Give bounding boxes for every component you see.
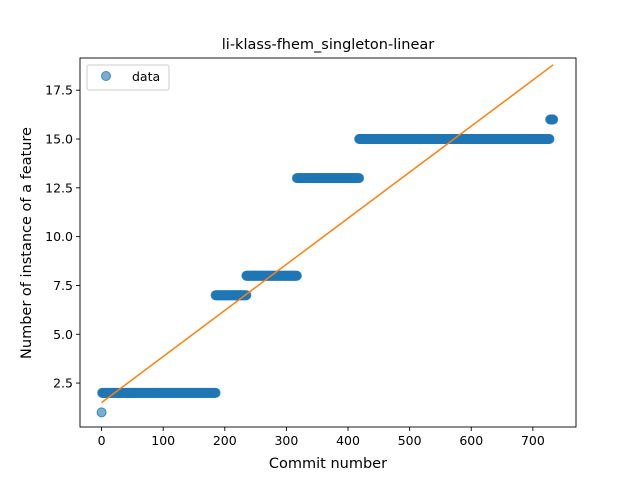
data-run-2 (241, 270, 302, 281)
legend-label-data: data (132, 69, 160, 84)
data-run-1 (210, 290, 252, 301)
x-tick-label: 300 (274, 433, 298, 448)
y-tick-label: 12.5 (45, 180, 73, 195)
data-point (291, 270, 302, 281)
x-axis-label: Commit number (269, 456, 387, 472)
data-run-5 (545, 114, 559, 125)
x-tick-label: 0 (98, 433, 106, 448)
chart-title: li-klass-fhem_singleton-linear (222, 37, 434, 53)
data-point (354, 173, 365, 184)
x-tick-label: 600 (459, 433, 483, 448)
data-point-0 (96, 407, 107, 418)
x-tick-label: 500 (398, 433, 422, 448)
data-run-0 (97, 387, 221, 398)
y-axis-label: Number of instance of a feature (19, 127, 35, 359)
y-tick-label: 10.0 (45, 229, 73, 244)
legend: data (86, 64, 170, 91)
fit-line (101, 64, 554, 404)
y-tick-label: 7.5 (53, 278, 73, 293)
x-tick-label: 400 (336, 433, 360, 448)
y-tick-label: 17.5 (45, 83, 73, 98)
data-point (544, 134, 555, 145)
data-run-4 (354, 134, 555, 145)
data-run-3 (291, 173, 365, 184)
x-tick-label: 200 (213, 433, 237, 448)
plot-data (96, 64, 559, 418)
y-tick-label: 15.0 (45, 132, 73, 147)
plot-frame (79, 57, 577, 428)
y-tick-label: 2.5 (53, 376, 73, 391)
x-tick-label: 700 (521, 433, 545, 448)
x-tick-label: 100 (151, 433, 175, 448)
legend-marker-data (101, 71, 111, 81)
y-tick-label: 5.0 (53, 327, 73, 342)
x-axis: 0 100 200 300 400 500 600 700 (98, 427, 545, 448)
data-point (210, 387, 221, 398)
y-axis: 2.5 5.0 7.5 10.0 12.5 15.0 17.5 (45, 83, 80, 391)
data-point (548, 114, 559, 125)
